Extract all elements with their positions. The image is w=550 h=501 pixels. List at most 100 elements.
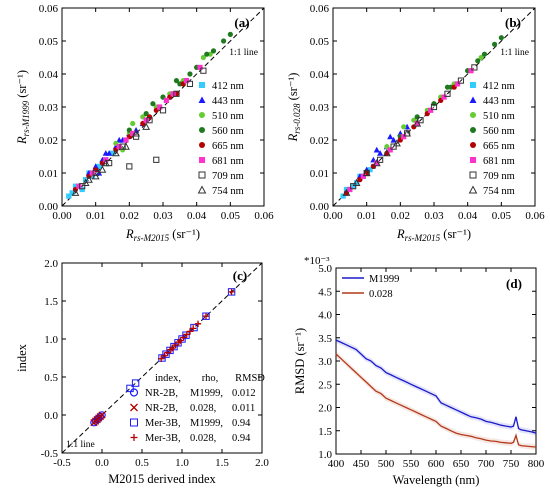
data-point [377, 150, 384, 156]
data-point [414, 114, 420, 120]
data-point [96, 163, 102, 169]
data-point [190, 323, 198, 332]
one-to-one-line [332, 7, 536, 207]
data-point [353, 180, 360, 186]
legend-label: 665 nm [483, 141, 515, 152]
data-point [92, 163, 99, 169]
series-line [335, 339, 537, 434]
legend-marker [470, 82, 476, 88]
data-point [131, 379, 140, 387]
panel-c: -0.5 0.0 0.5 1.0 1.5 2.0 -0.5 0.0 0.5 1.0 1.5 2.0 1:… [15, 258, 269, 486]
data-point [187, 71, 193, 77]
x-tick-label: 800 [528, 458, 545, 470]
data-point [162, 350, 170, 358]
legend-label: 709 nm [483, 171, 515, 182]
legend-label: 510 nm [483, 111, 515, 122]
data-point [130, 130, 136, 136]
x-tick-label: 1.0 [175, 457, 189, 469]
y-tick-label: 3.5 [318, 333, 332, 345]
data-point [158, 355, 165, 362]
data-point [390, 136, 397, 143]
data-point [372, 158, 381, 167]
x-tick-label: 0.05 [221, 210, 241, 222]
y-tick-label: 1.0 [318, 449, 332, 461]
series-band [336, 337, 536, 436]
data-point [146, 117, 153, 124]
y-tick-label: 0.03 [310, 102, 330, 114]
legend-label: 412 nm [212, 81, 244, 92]
data-point [204, 51, 210, 57]
data-point [180, 334, 187, 341]
y-multiplier: *10⁻³ [304, 255, 330, 267]
data-point [79, 186, 85, 193]
data-point [143, 111, 149, 117]
legend-marker [199, 127, 205, 133]
y-tick-label: 1.5 [44, 296, 58, 308]
data-point [164, 349, 171, 356]
x-tick-label: 500 [378, 458, 395, 470]
x-tick-label: 0.02 [391, 210, 410, 222]
x-axis-label: Wavelength (nm) [393, 473, 480, 487]
data-point [169, 344, 176, 352]
data-point [79, 183, 86, 190]
y-tick-label: 1.5 [318, 426, 332, 438]
y-tick-label: 0.5 [44, 372, 58, 384]
data-point [182, 331, 190, 339]
x-tick-label: 0.03 [424, 210, 444, 222]
y-tick-label: 0.03 [39, 102, 59, 114]
data-point [228, 288, 235, 296]
data-point [457, 77, 465, 84]
x-tick-label: 600 [428, 458, 445, 470]
data-point [98, 165, 107, 173]
data-point [174, 339, 182, 347]
y-tick-label: 0.04 [39, 69, 59, 81]
legend-label: 681 nm [483, 156, 515, 167]
data-point [374, 160, 380, 166]
data-point [186, 328, 194, 335]
data-point [170, 91, 176, 97]
x-axis-label: M2015 derived index [108, 472, 216, 486]
y-tick-label: 0.05 [39, 36, 59, 48]
data-point [350, 183, 356, 189]
legend-label: 412 nm [483, 81, 515, 92]
legend-rho: M1999, [190, 388, 223, 399]
data-point [163, 97, 169, 103]
data-point [166, 346, 174, 355]
legend-marker [198, 171, 206, 179]
panel-label: (b) [505, 15, 521, 30]
x-tick-label: 0.06 [525, 210, 545, 222]
data-point [173, 90, 180, 97]
data-point [373, 146, 380, 153]
one-to-one-label: 1:1 line [500, 48, 529, 58]
x-tick-label: 0.04 [187, 210, 207, 222]
data-point [186, 80, 194, 88]
data-point [89, 173, 95, 179]
legend-label: M1999 [369, 274, 399, 285]
y-tick-label: 0.0 [44, 410, 58, 422]
data-point [428, 107, 434, 113]
x-tick-label: 550 [403, 458, 420, 470]
y-axis-label: index [15, 343, 29, 372]
y-tick-label: 0.04 [310, 69, 330, 81]
panel-label: (a) [234, 15, 249, 30]
y-tick-label: 4.5 [318, 286, 332, 298]
legend-marker [469, 171, 477, 179]
legend-label: 754 nm [212, 186, 244, 197]
data-point [126, 163, 133, 170]
y-tick-label: 3.0 [318, 356, 332, 368]
x-tick-label: 0.01 [86, 210, 105, 222]
legend-marker [198, 96, 206, 103]
data-point [200, 54, 206, 61]
legend-label: 560 nm [483, 126, 515, 137]
data-point [227, 31, 233, 37]
y-tick-label: 5.0 [318, 263, 332, 275]
legend-marker [130, 403, 138, 412]
legend-header: rho, [202, 373, 219, 384]
y-tick-label: 0.00 [310, 201, 330, 213]
legend-rmsd: 0.94 [232, 418, 251, 429]
legend-rho: M1999, [190, 418, 223, 429]
legend-marker [470, 157, 476, 163]
data-point [347, 186, 353, 193]
y-tick-label: 4.0 [318, 310, 332, 322]
legend-label: 665 nm [212, 141, 244, 152]
